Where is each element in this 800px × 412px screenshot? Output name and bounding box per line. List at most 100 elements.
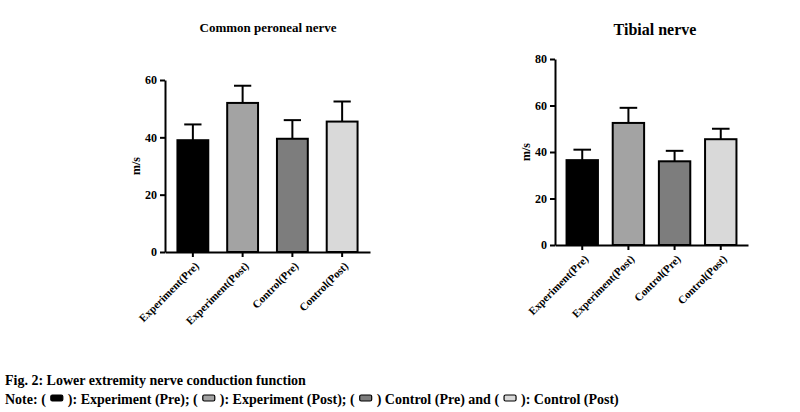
bar (177, 140, 208, 252)
y-tick: 20 (535, 192, 555, 206)
y-tick-label: 40 (145, 131, 157, 145)
error-bar (712, 129, 730, 139)
error-cap (620, 107, 638, 109)
y-axis-title: m/s (129, 157, 143, 175)
error-cap (666, 150, 684, 152)
error-whisker (627, 108, 629, 123)
y-tick-label: 40 (535, 145, 547, 159)
note-text: ): Control (Post) (521, 392, 619, 408)
x-tick: Experiment(Post) (569, 245, 637, 321)
y-tick-mark (550, 152, 555, 154)
x-tick-mark (674, 245, 676, 250)
error-cap (333, 101, 350, 103)
note-swatch (51, 395, 63, 401)
error-cap (234, 85, 251, 87)
y-tick-mark (160, 137, 165, 139)
plot-area (567, 108, 737, 245)
bar (613, 123, 644, 245)
y-tick: 60 (145, 73, 165, 87)
y-tick: 0 (541, 238, 555, 252)
error-cap (184, 123, 201, 125)
x-tick-label: Control(Post) (297, 259, 352, 314)
y-tick-mark (550, 198, 555, 200)
chart-title: Common peroneal nerve (200, 20, 337, 35)
x-tick-mark (720, 245, 722, 250)
x-tick: Control(Post) (297, 252, 352, 314)
note-text: ): Experiment (Pre); ( (68, 392, 198, 408)
x-tick-mark (192, 252, 194, 257)
y-tick: 0 (151, 245, 165, 259)
x-tick-mark (341, 252, 343, 257)
error-whisker (674, 151, 676, 161)
y-tick-mark (550, 59, 555, 61)
error-whisker (720, 129, 722, 139)
bar (705, 139, 736, 245)
note-text: ) Control (Pre) and ( (377, 392, 500, 408)
y-tick: 40 (145, 131, 165, 145)
y-tick-label: 60 (535, 99, 547, 113)
y-tick: 80 (535, 52, 555, 66)
note-text: Note: ( (5, 392, 46, 408)
x-tick: Control(Pre) (632, 245, 684, 304)
note: Note: ( ): Experiment (Pre); ( ): Experime… (5, 392, 619, 408)
x-tick-mark (291, 252, 293, 257)
y-tick-label: 0 (151, 245, 157, 259)
x-tick-label: Experiment(Post) (569, 252, 637, 320)
figure: Common peroneal nerve 0 20 40 60 m/s Experimen… (0, 0, 800, 412)
y-axis-title: m/s (519, 143, 533, 161)
error-bar (234, 86, 251, 103)
y-tick-mark (160, 194, 165, 196)
chart: Tibial nerve 0 20 40 60 80 m/s Experiment(Pre)E… (519, 21, 749, 321)
error-cap (712, 128, 730, 130)
y-tick-mark (550, 245, 555, 247)
x-tick-mark (242, 252, 244, 257)
y-tick-label: 0 (541, 238, 547, 252)
bar (327, 122, 358, 252)
bar (659, 161, 690, 245)
y-tick-mark (160, 252, 165, 254)
x-tick-mark (627, 245, 629, 250)
x-tick-label: Control(Post) (675, 252, 730, 307)
error-cap (573, 149, 591, 151)
bar (567, 160, 598, 245)
y-tick-label: 20 (145, 188, 157, 202)
error-whisker (341, 102, 343, 122)
error-cap (284, 119, 301, 121)
error-bar (333, 102, 350, 122)
chart: Common peroneal nerve 0 20 40 60 m/s Experimen… (129, 20, 371, 328)
plot-area (177, 86, 357, 252)
y-axis: 0 20 40 60 80 (535, 52, 556, 252)
x-tick: Control(Post) (675, 245, 730, 307)
error-whisker (581, 150, 583, 160)
bar (277, 139, 308, 252)
error-bar (284, 120, 301, 139)
y-axis: 0 20 40 60 (145, 73, 166, 259)
x-axis: Experiment(Pre)Experiment(Post)Control(P… (526, 245, 749, 321)
x-tick: Experiment(Post) (184, 252, 252, 328)
x-axis: Experiment(Pre)Experiment(Post)Control(P… (136, 252, 370, 328)
x-tick-label: Control(Pre) (250, 259, 302, 311)
x-tick-mark (581, 245, 583, 250)
y-tick-label: 20 (535, 192, 547, 206)
x-axis-line (556, 245, 749, 247)
y-tick-label: 80 (535, 52, 547, 66)
error-bar (184, 124, 201, 140)
y-tick-mark (550, 105, 555, 107)
caption: Fig. 2: Lower extremity nerve conduction… (5, 373, 306, 388)
y-axis-line (165, 81, 167, 253)
x-tick-label: Experiment(Post) (184, 259, 252, 327)
chart-title: Tibial nerve (614, 21, 697, 38)
y-tick: 60 (535, 99, 555, 113)
bar (227, 103, 258, 252)
note-text: ): Experiment (Post); ( (220, 392, 355, 408)
error-bar (573, 150, 591, 160)
y-tick: 20 (145, 188, 165, 202)
x-tick: Control(Pre) (250, 252, 302, 311)
error-whisker (192, 124, 194, 140)
error-bar (620, 108, 638, 123)
error-whisker (242, 86, 244, 103)
note-swatch (504, 395, 516, 401)
note-swatch (360, 395, 372, 401)
error-bar (666, 151, 684, 161)
y-tick-mark (160, 80, 165, 82)
